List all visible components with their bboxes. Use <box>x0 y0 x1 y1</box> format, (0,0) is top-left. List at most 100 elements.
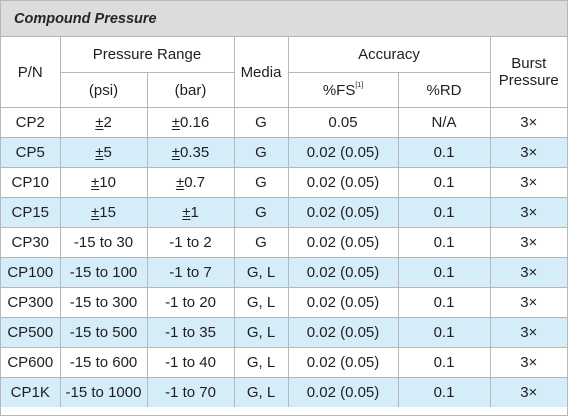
cell-rd: 0.1 <box>397 257 491 288</box>
cell-pn-value: CP100 <box>7 264 54 281</box>
cell-psi: -15 to 30 <box>59 227 148 258</box>
cell-fs-value: 0.02 (0.05) <box>306 204 380 221</box>
cell-media: G, L <box>233 257 289 288</box>
cell-burst: 3× <box>489 287 567 318</box>
cell-burst-value: 3× <box>520 354 538 371</box>
cell-psi-value: -15 to 1000 <box>65 384 142 401</box>
cell-psi-value: 10 <box>99 174 116 191</box>
cell-fs: 0.02 (0.05) <box>287 197 399 228</box>
cell-fs: 0.02 (0.05) <box>287 317 399 348</box>
cell-fs: 0.05 <box>287 107 399 138</box>
table-title-bar: Compound Pressure <box>1 1 567 37</box>
cell-bar-value: 0.16 <box>180 114 210 131</box>
cell-psi: -15 to 1000 <box>59 377 148 407</box>
cell-rd: 0.1 <box>397 197 491 228</box>
plus-minus-sign: ± <box>175 174 185 191</box>
cell-rd: 0.1 <box>397 137 491 168</box>
cell-pn-value: CP500 <box>7 324 54 341</box>
cell-pn: CP10 <box>1 167 61 198</box>
cell-fs: 0.02 (0.05) <box>287 137 399 168</box>
plus-minus-sign: ± <box>91 204 100 221</box>
cell-psi-value: 5 <box>103 144 112 161</box>
cell-burst-value: 3× <box>520 264 538 281</box>
cell-pn: CP500 <box>1 317 61 348</box>
cell-pn: CP100 <box>1 257 61 288</box>
cell-rd-value: 0.1 <box>433 324 455 341</box>
spec-table: P/N Pressure Range Media Accuracy Burst … <box>1 37 567 407</box>
footnote-ref: [1] <box>355 81 364 89</box>
cell-bar: -1 to 70 <box>146 377 235 407</box>
table-row: CP100 -15 to 100 -1 to 7 G, L 0.02 (0.05) 0.1… <box>1 257 567 288</box>
header-pressure-range: Pressure Range <box>59 37 235 73</box>
header-psi: (psi) <box>60 72 148 108</box>
cell-media: G, L <box>233 377 289 407</box>
cell-pn: CP15 <box>1 197 61 228</box>
cell-burst: 3× <box>489 167 567 198</box>
cell-bar: -1 to 2 <box>146 227 235 258</box>
cell-media-value: G, L <box>246 354 276 371</box>
cell-psi: -15 to 600 <box>59 347 148 378</box>
cell-psi: ±5 <box>59 137 148 168</box>
cell-psi: ±10 <box>59 167 148 198</box>
header-media: Media <box>233 37 289 108</box>
cell-media-value: G <box>255 114 267 131</box>
cell-pn: CP30 <box>1 227 61 258</box>
cell-burst-value: 3× <box>520 234 538 251</box>
header-fs-label: %FS <box>322 81 356 99</box>
cell-media: G, L <box>233 317 289 348</box>
cell-bar: ±0.7 <box>146 167 235 198</box>
cell-bar-value: -1 to 2 <box>169 234 212 251</box>
cell-media-value: G, L <box>246 264 276 281</box>
cell-bar: ±1 <box>146 197 235 228</box>
header-burst-line1: Burst <box>511 55 547 72</box>
cell-fs-value: 0.02 (0.05) <box>306 144 380 161</box>
cell-media-value: G, L <box>246 384 276 401</box>
table-row: CP15 ±15 ±1 G 0.02 (0.05) 0.1 3× <box>1 197 567 228</box>
cell-fs-value: 0.02 (0.05) <box>306 384 380 401</box>
cell-media-value: G, L <box>246 294 276 311</box>
cell-burst: 3× <box>489 317 567 348</box>
cell-pn-value: CP1K <box>10 384 50 401</box>
cell-media: G <box>233 197 289 228</box>
cell-media-value: G <box>255 204 267 221</box>
cell-bar: -1 to 20 <box>146 287 235 318</box>
cell-psi: -15 to 300 <box>59 287 148 318</box>
cell-rd-value: 0.1 <box>433 384 455 401</box>
cell-psi-value: -15 to 300 <box>69 294 138 311</box>
table-row: CP30 -15 to 30 -1 to 2 G 0.02 (0.05) 0.1 3× <box>1 227 567 258</box>
cell-psi-value: -15 to 30 <box>73 234 134 251</box>
cell-burst: 3× <box>489 227 567 258</box>
cell-media: G, L <box>233 287 289 318</box>
cell-bar-value: 1 <box>190 204 199 221</box>
cell-rd-value: 0.1 <box>433 294 455 311</box>
table-row: CP10 ±10 ±0.7 G 0.02 (0.05) 0.1 3× <box>1 167 567 198</box>
cell-media-value: G <box>255 234 267 251</box>
cell-media-value: G <box>255 144 267 161</box>
header-burst-line2: Pressure <box>498 72 559 89</box>
cell-pn-value: CP2 <box>15 114 45 131</box>
table-row: CP600 -15 to 600 -1 to 40 G, L 0.02 (0.05) 0.… <box>1 347 567 378</box>
cell-bar: ±0.16 <box>146 107 235 138</box>
cell-psi: -15 to 100 <box>59 257 148 288</box>
cell-media-value: G <box>255 174 267 191</box>
table-row: CP1K -15 to 1000 -1 to 70 G, L 0.02 (0.05) 0.… <box>1 377 567 407</box>
table-row: CP5 ±5 ±0.35 G 0.02 (0.05) 0.1 3× <box>1 137 567 168</box>
cell-pn-value: CP15 <box>11 204 50 221</box>
cell-media-value: G, L <box>246 324 276 341</box>
cell-rd: 0.1 <box>397 347 491 378</box>
cell-rd: 0.1 <box>397 167 491 198</box>
cell-fs-value: 0.02 (0.05) <box>306 264 380 281</box>
cell-pn: CP600 <box>1 347 61 378</box>
cell-bar-value: 0.7 <box>184 174 206 191</box>
cell-bar-value: 0.35 <box>180 144 210 161</box>
cell-burst: 3× <box>489 347 567 378</box>
cell-rd: 0.1 <box>397 317 491 348</box>
cell-psi-value: 2 <box>103 114 112 131</box>
cell-burst-value: 3× <box>520 114 538 131</box>
cell-fs: 0.02 (0.05) <box>287 257 399 288</box>
cell-media: G <box>233 167 289 198</box>
cell-fs: 0.02 (0.05) <box>287 347 399 378</box>
cell-media: G <box>233 107 289 138</box>
cell-fs: 0.02 (0.05) <box>287 287 399 318</box>
plus-minus-sign: ± <box>95 144 104 161</box>
